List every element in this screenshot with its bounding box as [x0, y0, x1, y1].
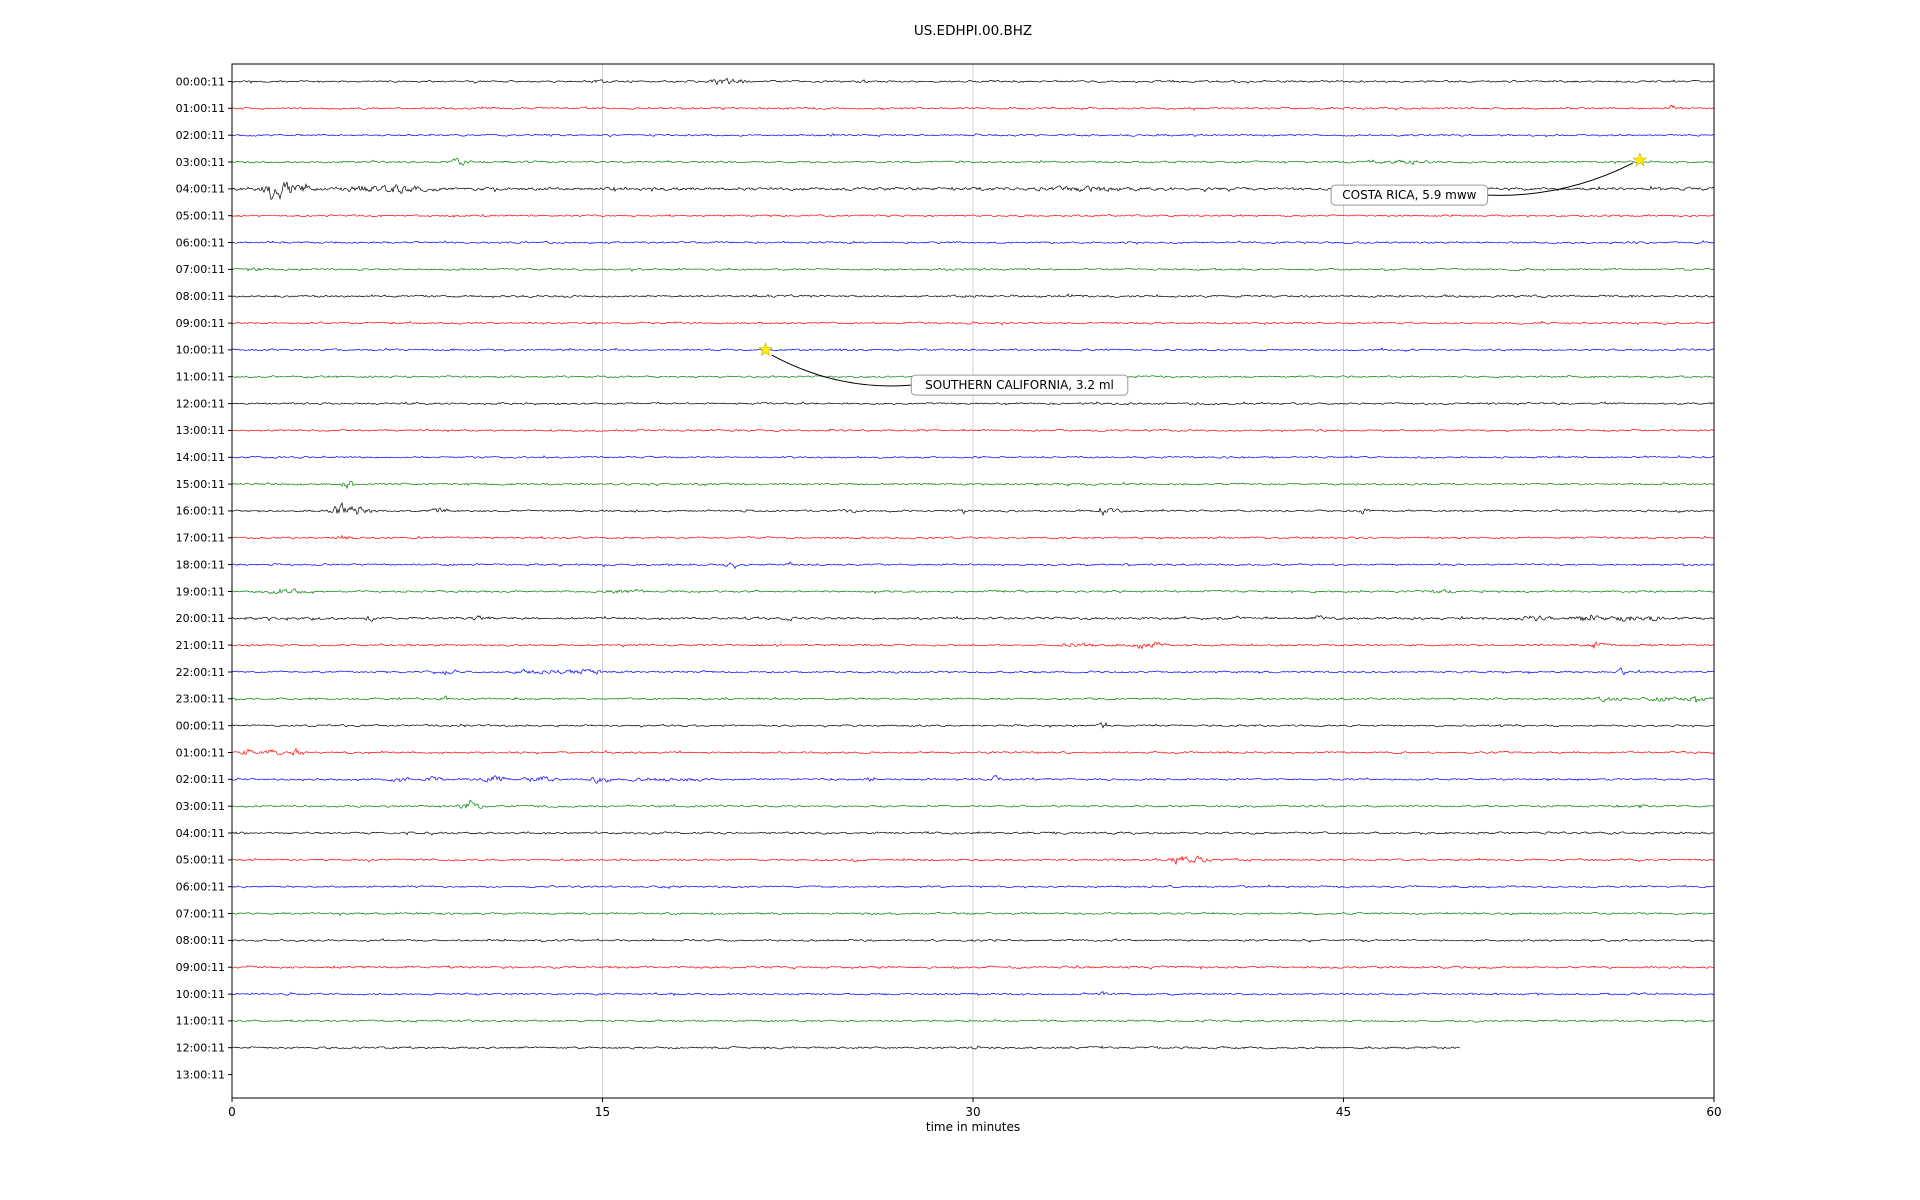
seismogram-trace: [231, 534, 1715, 540]
seismogram-trace: [231, 428, 1715, 433]
x-axis-label: time in minutes: [926, 1120, 1020, 1134]
seismogram-trace: [231, 293, 1715, 299]
time-label: 08:00:11: [176, 934, 225, 947]
time-label: 23:00:11: [176, 693, 225, 706]
seismogram-trace: [231, 695, 1714, 703]
seismogram-trace: [231, 77, 1715, 86]
seismogram-trace: [231, 830, 1715, 836]
x-tick-label: 15: [595, 1105, 610, 1119]
seismogram-trace: [231, 132, 1715, 138]
time-label: 06:00:11: [176, 236, 225, 249]
x-tick-label: 45: [1336, 1105, 1351, 1119]
event-star-icon: [1632, 152, 1648, 167]
time-label: 03:00:11: [176, 156, 225, 169]
time-label: 00:00:11: [176, 75, 225, 88]
seismogram-trace: [232, 774, 1715, 784]
time-label: 16:00:11: [176, 505, 225, 518]
seismogram-trace: [231, 157, 1715, 166]
seismogram-trace: [231, 587, 1715, 595]
time-label: 11:00:11: [176, 371, 225, 384]
time-label: 03:00:11: [176, 800, 225, 813]
seismogram-trace: [231, 911, 1715, 916]
time-label: 07:00:11: [176, 907, 225, 920]
annotation-text: SOUTHERN CALIFORNIA, 3.2 ml: [925, 378, 1114, 392]
annotation-box: [1330, 184, 1489, 206]
seismogram-trace: [231, 884, 1715, 890]
time-label: 19:00:11: [176, 585, 225, 598]
x-tick-label: 30: [965, 1105, 980, 1119]
time-label: 00:00:11: [176, 720, 225, 733]
seismogram-trace: [231, 964, 1715, 970]
time-label: 05:00:11: [176, 210, 225, 223]
annotation-connector: [771, 354, 912, 387]
time-label: 10:00:11: [176, 344, 225, 357]
seismogram-trace: [231, 799, 1715, 809]
seismogram-trace: [231, 614, 1715, 622]
time-label: 20:00:11: [176, 612, 225, 625]
seismogram-trace: [231, 667, 1715, 676]
time-label: 10:00:11: [176, 988, 225, 1001]
time-label: 22:00:11: [176, 666, 225, 679]
seismogram-trace: [231, 855, 1714, 866]
time-label: 07:00:11: [176, 263, 225, 276]
x-tick-label: 0: [228, 1105, 236, 1119]
seismogram-trace: [231, 401, 1715, 406]
seismogram-trace: [232, 641, 1715, 650]
time-label: 01:00:11: [176, 102, 225, 115]
seismogram-trace: [232, 721, 1715, 729]
time-label: 13:00:11: [176, 1068, 225, 1081]
time-label: 13:00:11: [176, 424, 225, 437]
time-label: 09:00:11: [176, 317, 225, 330]
x-tick-label: 60: [1706, 1105, 1721, 1119]
annotation-box: [910, 374, 1129, 396]
time-label: 18:00:11: [176, 558, 225, 571]
seismogram-trace: [231, 481, 1715, 490]
seismogram-trace: [231, 213, 1715, 218]
time-label: 05:00:11: [176, 854, 225, 867]
time-label: 12:00:11: [176, 1042, 225, 1055]
seismogram-trace: [231, 991, 1714, 996]
seismogram-trace: [231, 104, 1715, 111]
figure-title: US.EDHPI.00.BHZ: [914, 23, 1032, 39]
time-label: 06:00:11: [176, 881, 225, 894]
event-star-icon: [758, 341, 774, 357]
time-label: 17:00:11: [176, 532, 225, 545]
time-label: 11:00:11: [176, 1015, 225, 1028]
seismogram-trace: [231, 501, 1715, 517]
time-label: 04:00:11: [176, 183, 225, 196]
seismogram-trace: [231, 938, 1715, 943]
seismogram-trace: [231, 747, 1715, 757]
seismogram-trace: [232, 1045, 1460, 1050]
time-label: 21:00:11: [176, 639, 225, 652]
seismogram-trace: [231, 561, 1715, 570]
time-label: 02:00:11: [176, 773, 225, 786]
seismogram-trace: [231, 455, 1715, 459]
time-label: 02:00:11: [176, 129, 225, 142]
seismogram-trace: [231, 1018, 1715, 1024]
seismogram-trace: [231, 320, 1715, 326]
time-label: 14:00:11: [176, 451, 225, 464]
seismogram-trace: [231, 347, 1715, 353]
time-label: 01:00:11: [176, 746, 225, 759]
time-label: 04:00:11: [176, 827, 225, 840]
seismogram-trace: [231, 240, 1715, 245]
time-label: 12:00:11: [176, 397, 225, 410]
time-label: 15:00:11: [176, 478, 225, 491]
seismogram-trace: [231, 267, 1715, 272]
annotation-text: COSTA RICA, 5.9 mww: [1342, 188, 1476, 202]
time-label: 08:00:11: [176, 290, 225, 303]
time-label: 09:00:11: [176, 961, 225, 974]
annotation-connector: [1487, 162, 1634, 196]
